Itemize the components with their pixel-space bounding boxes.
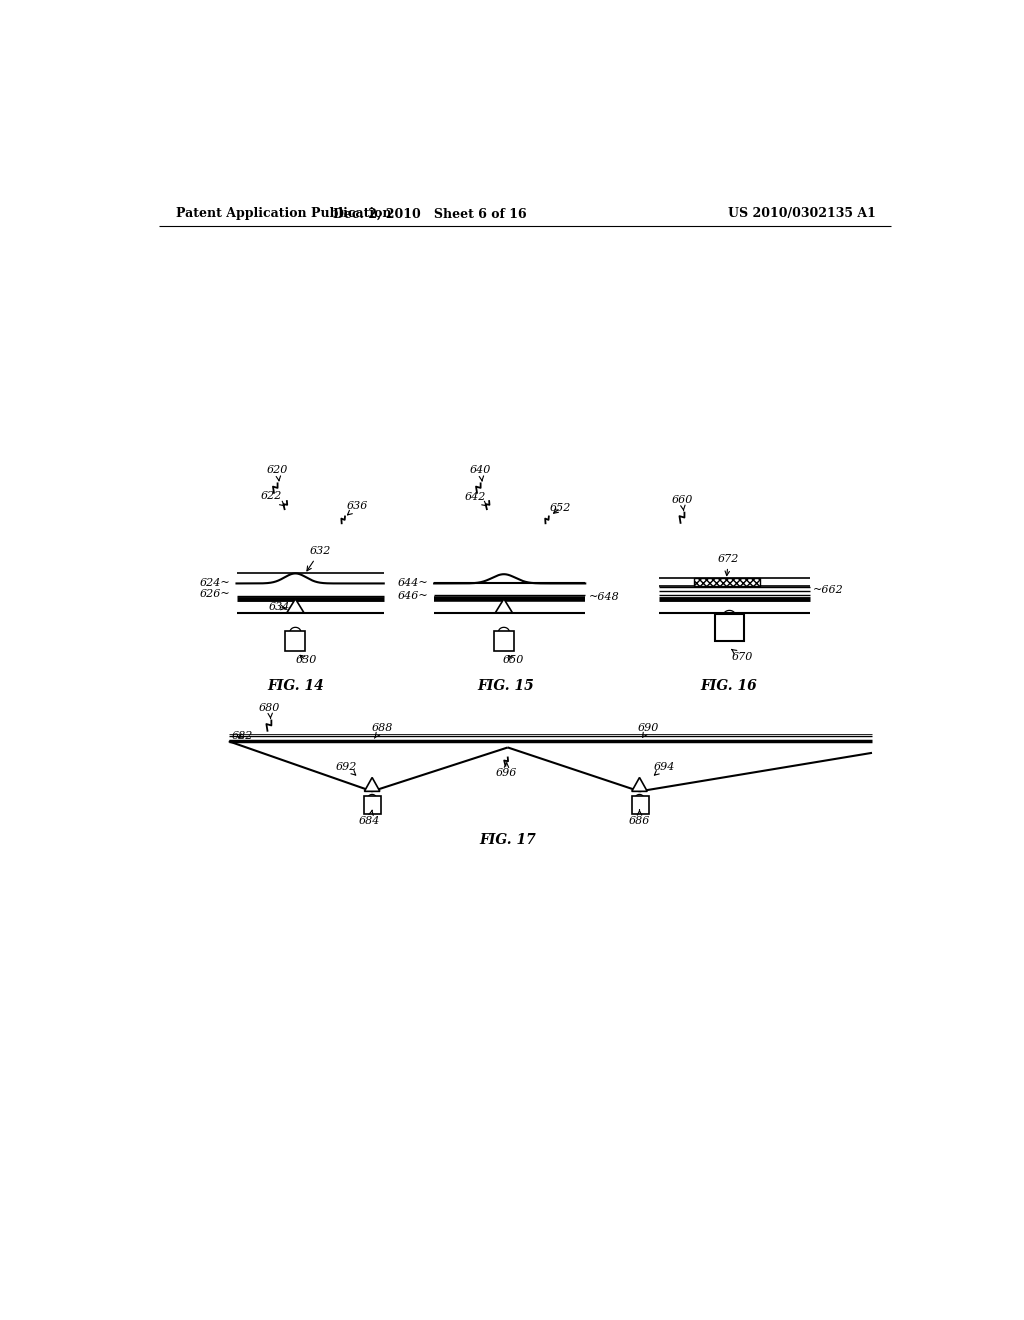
Text: 660: 660 [672, 495, 693, 511]
Text: 622: 622 [261, 491, 285, 506]
Text: 694: 694 [653, 762, 675, 775]
Text: 624~: 624~ [200, 578, 230, 589]
Text: 640: 640 [470, 465, 492, 480]
Bar [632, 796, 649, 814]
Text: 686: 686 [629, 810, 650, 825]
Text: 680: 680 [259, 704, 281, 718]
Text: 646~: 646~ [397, 591, 428, 601]
Text: US 2010/0302135 A1: US 2010/0302135 A1 [728, 207, 877, 220]
Polygon shape [632, 777, 647, 792]
Polygon shape [496, 599, 512, 612]
Text: Dec. 2, 2010   Sheet 6 of 16: Dec. 2, 2010 Sheet 6 of 16 [334, 207, 527, 220]
Text: 670: 670 [732, 649, 754, 663]
Text: FIG. 14: FIG. 14 [267, 678, 324, 693]
Polygon shape [287, 599, 304, 612]
Text: 636: 636 [347, 502, 368, 515]
Polygon shape [365, 777, 380, 792]
Text: 644~: 644~ [397, 578, 428, 589]
Text: 632: 632 [307, 546, 331, 570]
Bar [693, 578, 760, 586]
Text: 630: 630 [296, 655, 317, 665]
Text: 692: 692 [336, 762, 357, 775]
Text: FIG. 17: FIG. 17 [479, 833, 537, 847]
Text: 690: 690 [638, 723, 659, 737]
Bar [494, 631, 514, 651]
Text: ~662: ~662 [813, 585, 844, 594]
Text: 688: 688 [372, 723, 393, 738]
Text: FIG. 15: FIG. 15 [477, 678, 534, 693]
Text: 682: 682 [232, 731, 253, 741]
Text: FIG. 16: FIG. 16 [700, 678, 757, 693]
Text: 642: 642 [465, 492, 486, 506]
Text: 634: 634 [268, 602, 290, 612]
Text: 652: 652 [550, 503, 571, 513]
Text: 672: 672 [718, 554, 739, 576]
Text: 684: 684 [359, 810, 381, 825]
Text: 650: 650 [503, 656, 524, 665]
Text: Patent Application Publication: Patent Application Publication [176, 207, 391, 220]
Text: 696: 696 [496, 762, 517, 777]
Bar [715, 614, 744, 642]
Text: 626~: 626~ [200, 589, 230, 599]
Bar [286, 631, 305, 651]
Bar [365, 796, 381, 814]
Text: 620: 620 [267, 465, 289, 480]
Text: ~648: ~648 [589, 593, 620, 602]
